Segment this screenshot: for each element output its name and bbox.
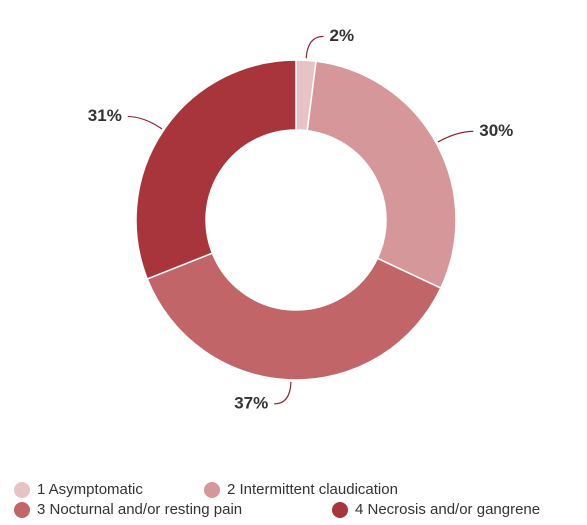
leader-line xyxy=(127,115,163,130)
leader-line xyxy=(437,130,474,143)
legend-swatch xyxy=(14,482,30,498)
donut-segment xyxy=(135,59,297,280)
legend-swatch xyxy=(332,502,348,518)
legend-label: 1 Asymptomatic xyxy=(37,481,143,498)
legend-label: 4 Necrosis and/or gangrene xyxy=(355,501,540,518)
value-label: 30% xyxy=(479,121,513,140)
value-label: 37% xyxy=(234,393,268,412)
value-label: 2% xyxy=(330,26,355,45)
legend-label: 3 Nocturnal and/or resting pain xyxy=(37,501,242,518)
value-label: 31% xyxy=(88,106,122,125)
leader-line xyxy=(305,35,324,59)
legend-swatch xyxy=(204,482,220,498)
leader-line xyxy=(274,381,292,405)
donut-segment xyxy=(306,60,457,290)
legend-label: 2 Intermittent claudication xyxy=(227,481,398,498)
legend-swatch xyxy=(14,502,30,518)
donut-segment xyxy=(146,252,442,381)
